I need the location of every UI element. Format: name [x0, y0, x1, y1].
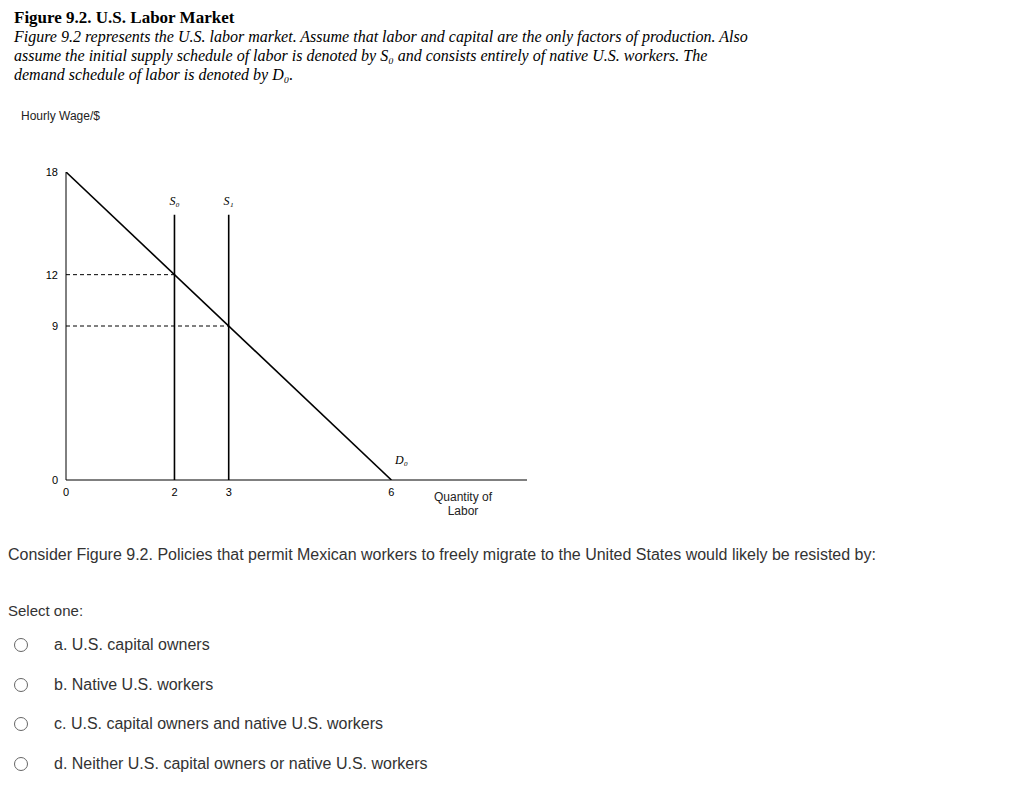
svg-text:3: 3 — [226, 486, 232, 498]
html-text:c. U.S. capital owners and nat: c. U.S. capital owners and native U.S. w… — [54, 715, 383, 732]
html-text:b. Native U.S. workers: b. Native U.S. workers — [54, 675, 214, 693]
svg-text:0: 0 — [63, 486, 69, 498]
html-text:Quantity of Labor: Quantity of Labor — [434, 490, 492, 518]
svg-text:S₁: S₁ — [224, 194, 234, 208]
html-text:Figure 9.2. U.S. Labor Market: Figure 9.2. U.S. Labor Market — [14, 8, 235, 27]
html-text:Figure 9.2 represents the U.S.: Figure 9.2 represents the U.S. labor mar… — [14, 28, 748, 83]
html-text:a. U.S. capital owners: a. U.S. capital owners — [54, 636, 210, 653]
svg-text:9: 9 — [52, 320, 58, 332]
svg-text:12: 12 — [46, 269, 58, 281]
svg-text:S₀: S₀ — [169, 194, 179, 208]
svg-text:0: 0 — [52, 474, 58, 486]
svg-text:6: 6 — [388, 486, 394, 498]
html-text:Consider Figure 9.2. Policies: Consider Figure 9.2. Policies that permi… — [8, 546, 876, 563]
svg-text:2: 2 — [171, 486, 177, 498]
svg-text:18: 18 — [46, 166, 58, 178]
svg-text:D₀: D₀ — [394, 453, 408, 467]
html-text:Hourly Wage/$: Hourly Wage/$ — [21, 109, 100, 123]
html-text:d. Neither U.S. capital owners: d. Neither U.S. capital owners or native… — [54, 754, 428, 772]
html-text:Select one:: Select one: — [8, 602, 84, 619]
